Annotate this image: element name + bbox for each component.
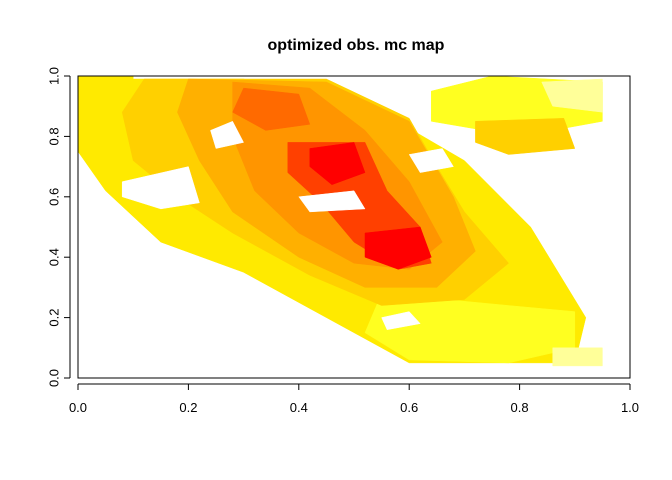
heatmap-region-17 xyxy=(408,148,454,173)
chart-title: optimized obs. mc map xyxy=(268,37,445,54)
heatmap-regions xyxy=(78,76,603,367)
heatmap-region-14 xyxy=(121,166,200,210)
heatmap-region-10 xyxy=(232,87,311,131)
heatmap-region-18 xyxy=(381,311,421,330)
x-tick-label-1: 0.2 xyxy=(179,400,197,415)
heatmap-region-2 xyxy=(364,293,576,364)
heatmap-region-3 xyxy=(78,76,134,137)
x-tick-label-3: 0.6 xyxy=(400,400,418,415)
plot-frame xyxy=(77,75,631,379)
x-tick-label-5: 1.0 xyxy=(621,400,639,415)
x-tick-label-0: 0.0 xyxy=(69,400,87,415)
y-tick-label-1: 0.2 xyxy=(47,309,62,327)
x-tick-label-2: 0.4 xyxy=(290,400,308,415)
y-axis: 0.0 0.2 0.4 0.6 0.8 1.0 xyxy=(47,67,71,387)
y-tick-label-4: 0.8 xyxy=(47,127,62,145)
heatmap-region-16 xyxy=(298,190,366,213)
y-tick-label-2: 0.4 xyxy=(47,248,62,266)
y-tick-label-3: 0.6 xyxy=(47,188,62,206)
heatmap-region-4 xyxy=(541,78,603,113)
x-tick-label-4: 0.8 xyxy=(511,400,529,415)
heatmap-region-7 xyxy=(475,118,576,155)
heatmap-region-12 xyxy=(309,142,366,185)
heatmap-region-15 xyxy=(210,120,244,149)
x-axis: 0.0 0.2 0.4 0.6 0.8 1.0 xyxy=(69,383,639,415)
heatmap-region-13 xyxy=(364,226,432,270)
y-tick-label-5: 1.0 xyxy=(47,67,62,85)
y-tick-label-0: 0.0 xyxy=(47,369,62,387)
heatmap-region-5 xyxy=(552,347,603,367)
